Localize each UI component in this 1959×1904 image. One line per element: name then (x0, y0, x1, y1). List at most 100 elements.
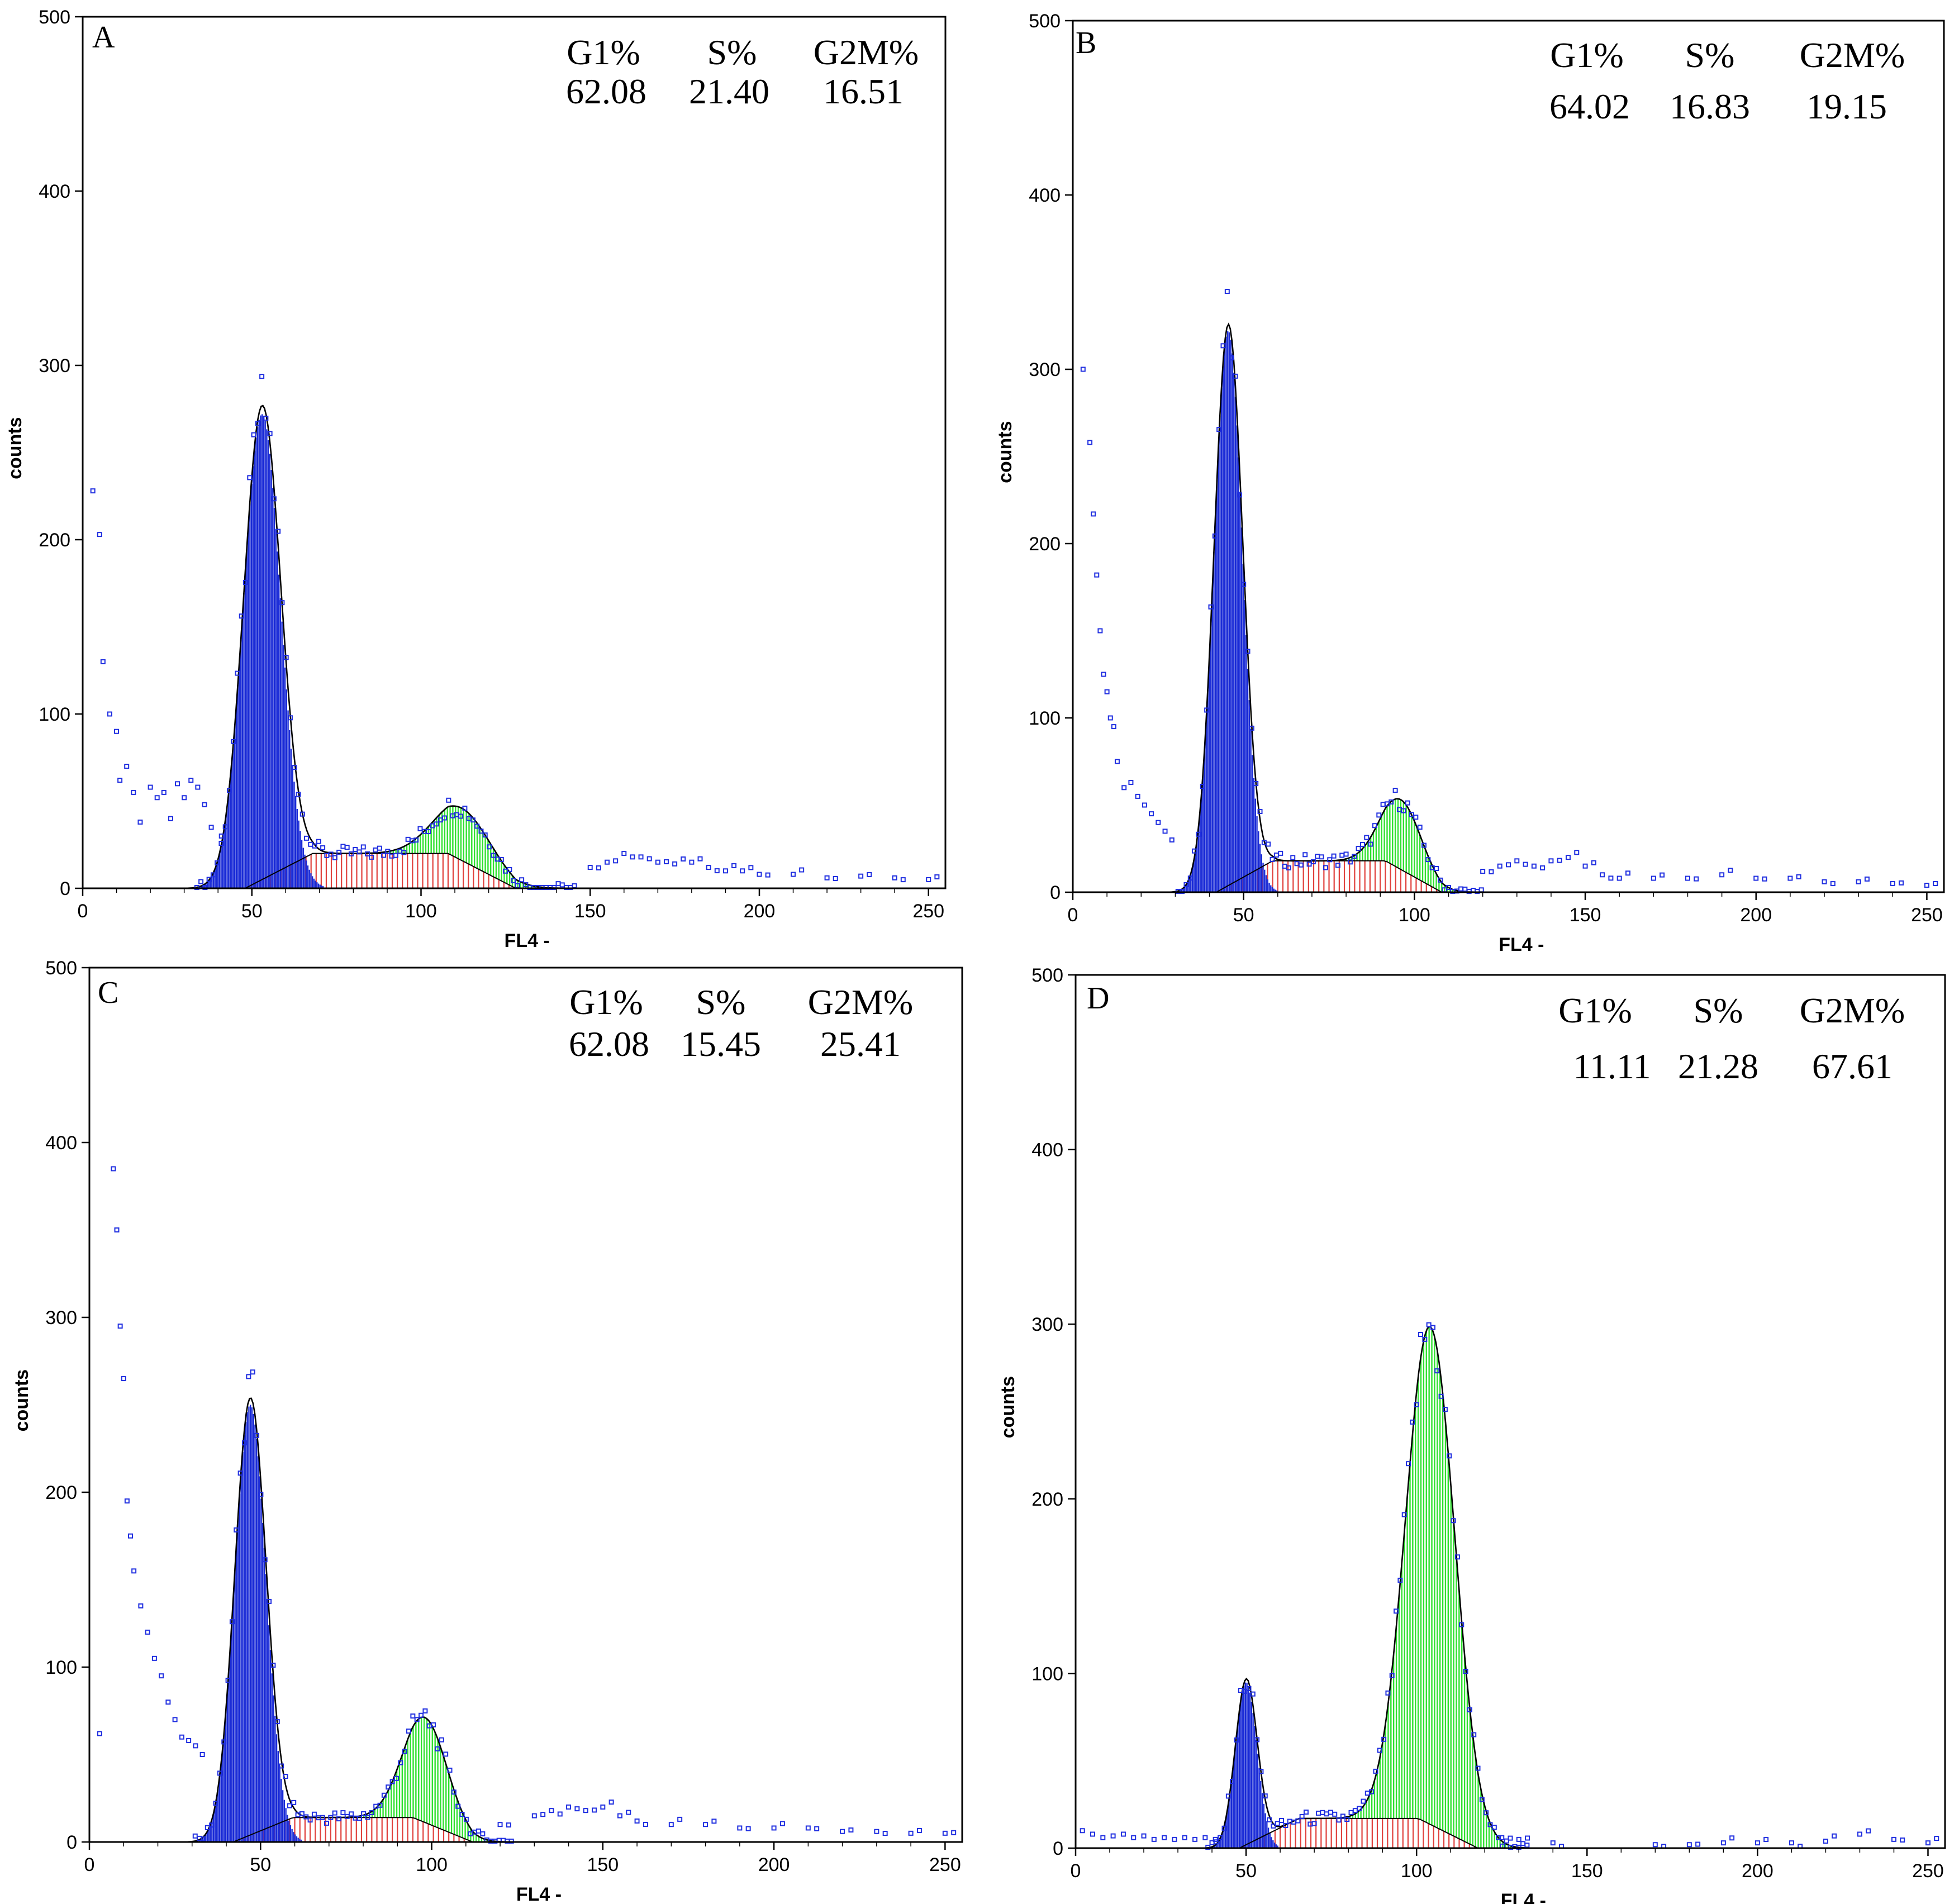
data-point (413, 837, 419, 843)
y-tick-label: 0 (60, 878, 70, 899)
data-point (1454, 1554, 1460, 1560)
data-point (234, 1527, 239, 1532)
data-point (523, 882, 529, 888)
data-point (934, 874, 940, 880)
data-point (348, 851, 354, 856)
data-point (215, 860, 220, 866)
data-point (1934, 1836, 1939, 1841)
data-point (1487, 1822, 1493, 1827)
histogram-panel-c: 0 100 200 300 400 500 0 50 100 150 200 250 FL4 - coun… (11, 958, 963, 1904)
data-point (722, 868, 728, 874)
data-point (193, 1743, 198, 1749)
data-point (1459, 1622, 1465, 1627)
y-tick-label: 100 (39, 704, 70, 725)
data-point (1499, 1835, 1505, 1840)
data-point (1245, 649, 1250, 654)
data-point (1128, 779, 1134, 785)
data-point (1524, 1843, 1530, 1848)
data-point (340, 844, 346, 849)
data-point (151, 1655, 157, 1661)
data-point (916, 1827, 922, 1833)
data-point (251, 432, 256, 437)
stat-value: 62.08 (569, 1024, 649, 1064)
data-point (663, 859, 669, 864)
data-point (1258, 1769, 1264, 1774)
x-tick-label: 100 (1401, 1860, 1433, 1882)
data-point (771, 1825, 777, 1831)
data-point (1332, 1811, 1338, 1817)
stat-header-g1: G1% (1558, 991, 1632, 1030)
data-point (1540, 865, 1546, 870)
data-point (111, 1166, 116, 1172)
data-point (1104, 689, 1110, 694)
data-point (344, 1813, 350, 1819)
data-point (365, 1815, 370, 1820)
stat-header-g1: G1% (567, 32, 640, 72)
data-point (1830, 881, 1836, 887)
data-point (908, 1830, 914, 1836)
data-point (201, 1836, 206, 1842)
data-point (497, 1822, 503, 1827)
s-phase-area (1243, 1818, 1476, 1848)
data-point (131, 1568, 137, 1574)
data-point (1315, 1810, 1321, 1816)
data-point (1763, 1837, 1769, 1843)
data-point (179, 1734, 184, 1740)
data-point (470, 817, 476, 823)
data-point (1234, 1737, 1239, 1743)
data-point (833, 876, 838, 882)
data-point (1246, 1686, 1252, 1691)
data-point (706, 865, 711, 870)
data-point (246, 1374, 251, 1379)
data-point (145, 1629, 150, 1635)
data-point (1823, 1838, 1828, 1844)
data-point (1483, 1810, 1489, 1816)
data-point (1376, 812, 1382, 818)
model-fit-curve (179, 1397, 513, 1843)
data-point (458, 813, 464, 819)
data-point (672, 861, 678, 867)
data-point (840, 1829, 845, 1834)
data-point (1216, 427, 1222, 432)
data-point (1478, 887, 1484, 893)
data-point (1156, 820, 1161, 825)
data-point (1080, 366, 1086, 372)
data-point (583, 1808, 588, 1813)
data-point (1866, 1828, 1871, 1834)
plot-frame (1074, 974, 1946, 1849)
data-point (451, 1789, 457, 1795)
data-point (1389, 1673, 1395, 1678)
data-point (1187, 875, 1193, 881)
g1-peak-area (1179, 331, 1278, 892)
data-point (805, 1825, 811, 1831)
data-point (1652, 1842, 1658, 1848)
histogram-panel-a: 0 100 200 300 400 500 0 50 100 150 200 250 FL4 - coun… (4, 7, 947, 951)
data-point (506, 1822, 511, 1828)
data-point (1832, 1833, 1837, 1839)
data-point (848, 1827, 854, 1833)
data-point (714, 868, 720, 874)
data-point (406, 1728, 412, 1734)
data-point (1352, 854, 1357, 859)
data-point (435, 1746, 440, 1751)
x-tick-label: 0 (84, 1854, 95, 1876)
data-point (1525, 1835, 1530, 1841)
data-point (422, 1708, 428, 1713)
data-point (377, 845, 382, 851)
data-point (1200, 783, 1205, 789)
data-point (381, 853, 387, 858)
data-point (1514, 858, 1520, 864)
data-point (218, 833, 224, 839)
x-tick-label: 150 (1570, 905, 1601, 926)
data-point (1421, 842, 1427, 848)
data-point (1205, 1844, 1211, 1850)
data-point (882, 1831, 888, 1836)
data-point (1182, 1835, 1187, 1840)
data-point (267, 1598, 272, 1604)
data-point (369, 854, 374, 860)
data-point (1192, 848, 1197, 854)
data-point (1389, 799, 1394, 805)
x-tick-label: 200 (744, 901, 776, 922)
data-point (192, 1833, 198, 1839)
data-point (1451, 1518, 1456, 1524)
